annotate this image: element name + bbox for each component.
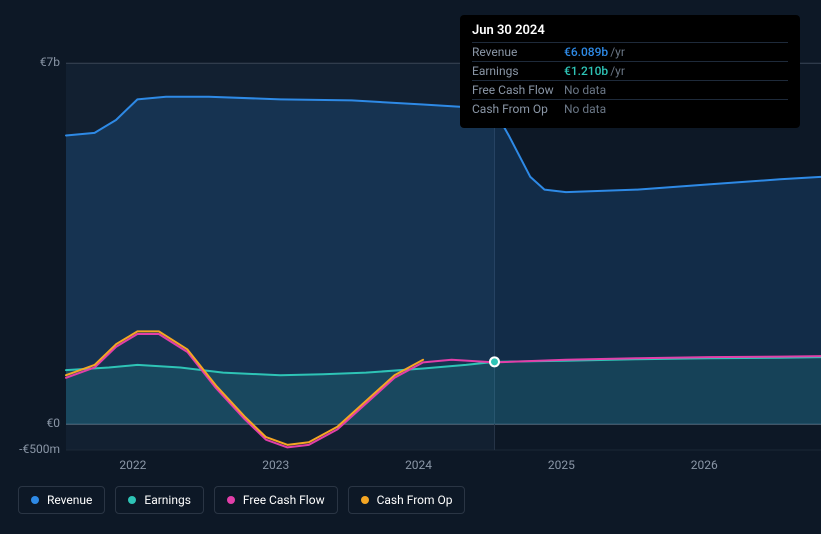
tooltip-row-label: Earnings <box>472 64 564 78</box>
tooltip-row: Free Cash FlowNo data <box>472 80 788 99</box>
legend-label: Earnings <box>144 493 191 507</box>
tooltip-row-value: €6.089b <box>564 45 608 59</box>
tooltip-date: Jun 30 2024 <box>472 23 788 38</box>
tooltip-row-value: No data <box>564 102 606 116</box>
tooltip-row-unit: /yr <box>610 45 625 59</box>
legend-swatch-icon <box>31 496 39 504</box>
x-tick-label: 2022 <box>119 458 146 472</box>
legend-item-earnings[interactable]: Earnings <box>115 486 204 514</box>
y-tick-label: €0 <box>18 416 60 430</box>
legend-label: Cash From Op <box>377 493 453 507</box>
tooltip-row: Earnings€1.210b /yr <box>472 61 788 80</box>
y-tick-label: €7b <box>18 55 60 69</box>
legend-label: Revenue <box>47 493 92 507</box>
tooltip-row-value: No data <box>564 83 606 97</box>
legend-item-cfo[interactable]: Cash From Op <box>348 486 466 514</box>
legend-item-fcf[interactable]: Free Cash Flow <box>214 486 338 514</box>
tooltip-row-value: €1.210b <box>564 64 608 78</box>
legend-swatch-icon <box>128 496 136 504</box>
legend-item-revenue[interactable]: Revenue <box>18 486 105 514</box>
tooltip-row: Cash From OpNo data <box>472 99 788 118</box>
legend-label: Free Cash Flow <box>243 493 325 507</box>
tooltip-row-label: Free Cash Flow <box>472 83 564 97</box>
x-tick-label: 2023 <box>262 458 289 472</box>
chart-legend: Revenue Earnings Free Cash Flow Cash From O… <box>18 486 465 514</box>
chart-tooltip: Jun 30 2024 Revenue€6.089b /yrEarnings€1… <box>460 15 800 128</box>
legend-swatch-icon <box>361 496 369 504</box>
x-tick-label: 2026 <box>691 458 718 472</box>
tooltip-row-unit: /yr <box>610 64 625 78</box>
tooltip-row: Revenue€6.089b /yr <box>472 42 788 61</box>
tooltip-row-label: Cash From Op <box>472 102 564 116</box>
legend-swatch-icon <box>227 496 235 504</box>
x-tick-label: 2025 <box>548 458 575 472</box>
tooltip-row-label: Revenue <box>472 45 564 59</box>
tooltip-rows: Revenue€6.089b /yrEarnings€1.210b /yrFre… <box>472 42 788 118</box>
y-tick-label: -€500m <box>18 442 60 456</box>
x-tick-label: 2024 <box>405 458 432 472</box>
